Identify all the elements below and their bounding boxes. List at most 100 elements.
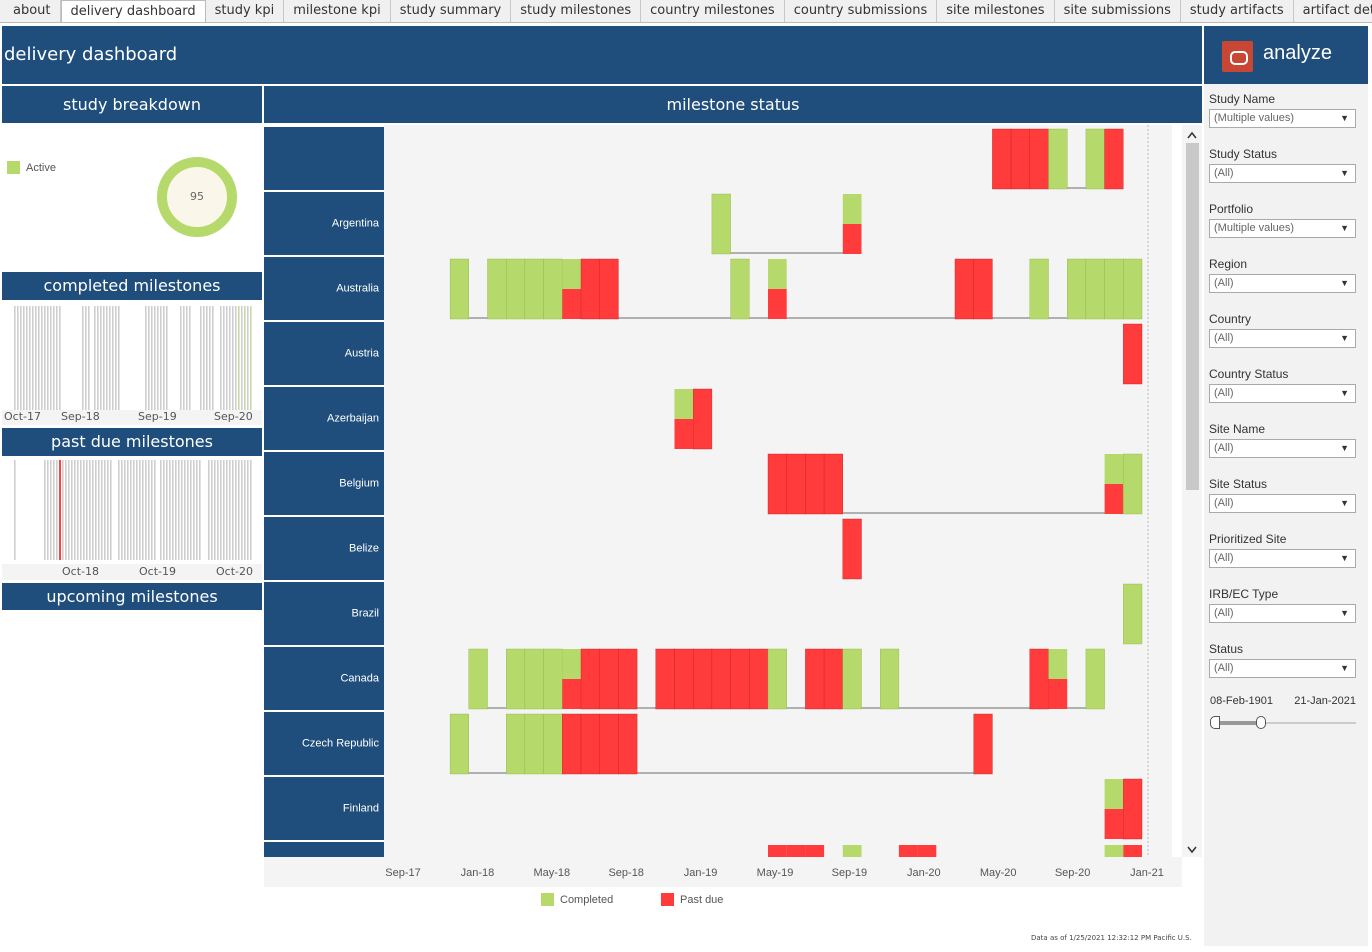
completed-bar[interactable] (1104, 258, 1124, 320)
country-row-header[interactable] (264, 842, 384, 857)
country-row-header[interactable] (264, 452, 384, 515)
country-row-header[interactable] (264, 387, 384, 450)
past-due-milestones-chart[interactable] (2, 456, 262, 580)
completed-bar[interactable] (1085, 648, 1105, 710)
past-due-bar[interactable] (1104, 128, 1124, 190)
tab-site-submissions[interactable]: site submissions (1055, 0, 1181, 22)
tab-site-milestones[interactable]: site milestones (937, 0, 1055, 22)
past-due-bar[interactable] (823, 648, 843, 710)
filter-dropdown[interactable]: (All) ▼ (1209, 439, 1356, 458)
completed-bar[interactable] (524, 713, 544, 775)
past-due-bar[interactable] (580, 713, 600, 775)
completed-bar[interactable] (1085, 258, 1105, 320)
country-row-header[interactable] (264, 322, 384, 385)
tab-study-milestones[interactable]: study milestones (511, 0, 642, 22)
past-due-bar[interactable] (786, 453, 806, 515)
past-due-bar[interactable] (954, 258, 974, 320)
country-row-header[interactable] (264, 712, 384, 775)
past-due-bar[interactable] (1048, 679, 1068, 709)
filter-dropdown[interactable]: (All) ▼ (1209, 274, 1356, 293)
tab-delivery-dashboard[interactable]: delivery dashboard (60, 0, 206, 22)
completed-bar[interactable] (1104, 845, 1124, 857)
past-due-bar[interactable] (599, 258, 619, 320)
filter-dropdown[interactable]: (Multiple values) ▼ (1209, 109, 1356, 128)
past-due-bar[interactable] (693, 648, 713, 710)
country-row-header[interactable] (264, 582, 384, 645)
past-due-bar[interactable] (768, 289, 787, 319)
past-due-bar[interactable] (823, 453, 843, 515)
completed-milestones-chart[interactable] (2, 300, 262, 425)
country-row-header[interactable] (264, 257, 384, 320)
completed-bar[interactable] (505, 713, 526, 775)
completed-bar[interactable] (1123, 583, 1143, 645)
completed-bar[interactable] (1029, 258, 1049, 320)
filter-dropdown[interactable]: (All) ▼ (1209, 384, 1356, 403)
past-due-bar[interactable] (599, 648, 619, 710)
past-due-bar[interactable] (973, 258, 993, 320)
past-due-bar[interactable] (711, 648, 731, 710)
past-due-bar[interactable] (973, 713, 993, 775)
milestone-status-svg[interactable]: Argentina Australia Austria Azerbaijan Belgi… (264, 125, 1202, 887)
completed-bar[interactable] (1067, 258, 1087, 320)
completed-bar[interactable] (524, 648, 544, 710)
completed-bar[interactable] (543, 713, 563, 775)
past-due-bar[interactable] (1029, 648, 1049, 710)
filter-dropdown[interactable]: (All) ▼ (1209, 329, 1356, 348)
completed-bar[interactable] (449, 713, 470, 775)
filter-dropdown[interactable]: (All) ▼ (1209, 549, 1356, 568)
past-due-bar[interactable] (842, 224, 862, 254)
tab-country-submissions[interactable]: country submissions (785, 0, 938, 22)
country-row-header[interactable] (264, 647, 384, 710)
past-due-bar[interactable] (768, 845, 787, 857)
completed-bar[interactable] (562, 259, 581, 289)
slider-handle-end[interactable] (1256, 716, 1266, 729)
past-due-bar[interactable] (1104, 484, 1124, 514)
scroll-down-icon[interactable] (1187, 846, 1197, 854)
completed-bar[interactable] (524, 258, 544, 320)
study-donut[interactable] (2, 124, 262, 270)
completed-bar[interactable] (505, 258, 526, 320)
country-row-header[interactable] (264, 192, 384, 255)
completed-bar[interactable] (562, 649, 581, 679)
chart-legend-completed[interactable]: Completed (541, 893, 613, 906)
past-due-bar[interactable] (749, 648, 769, 710)
completed-bar[interactable] (1048, 128, 1068, 190)
past-due-bar[interactable] (562, 713, 582, 775)
scroll-up-icon[interactable] (1187, 131, 1197, 139)
past-due-bar[interactable] (1123, 778, 1143, 840)
past-due-bar[interactable] (655, 648, 675, 710)
country-row-header[interactable] (264, 777, 384, 840)
past-due-bar[interactable] (580, 648, 600, 710)
date-range-slider[interactable] (1210, 716, 1356, 729)
scrollbar-thumb[interactable] (1186, 143, 1199, 490)
past-due-bar[interactable] (786, 845, 806, 857)
past-due-bar[interactable] (1029, 128, 1049, 190)
completed-bar[interactable] (449, 258, 470, 320)
tab-milestone-kpi[interactable]: milestone kpi (284, 0, 391, 22)
tab-study-summary[interactable]: study summary (391, 0, 512, 22)
past-due-bar[interactable] (805, 648, 825, 710)
completed-bar[interactable] (1123, 258, 1143, 320)
country-row-header[interactable] (264, 517, 384, 580)
past-due-bar[interactable] (898, 845, 918, 857)
past-due-bar[interactable] (693, 388, 713, 450)
past-due-bar[interactable] (805, 453, 825, 515)
filter-dropdown[interactable]: (All) ▼ (1209, 164, 1356, 183)
filter-dropdown[interactable]: (Multiple values) ▼ (1209, 219, 1356, 238)
study-breakdown-legend[interactable]: Active (7, 161, 56, 174)
completed-bar[interactable] (505, 648, 526, 710)
completed-bar[interactable] (842, 194, 862, 224)
past-due-bar[interactable] (674, 419, 694, 449)
past-due-bar[interactable] (562, 679, 581, 709)
filter-dropdown[interactable]: (All) ▼ (1209, 494, 1356, 513)
past-due-bar[interactable] (562, 289, 581, 319)
past-due-bar[interactable] (618, 713, 638, 775)
tab-artifact-detail[interactable]: artifact detail (1294, 0, 1372, 22)
past-due-bar[interactable] (767, 453, 787, 515)
chart-legend-past-due[interactable]: Past due (661, 893, 723, 906)
completed-bar[interactable] (730, 258, 750, 320)
filter-dropdown[interactable]: (All) ▼ (1209, 604, 1356, 623)
past-due-bar[interactable] (674, 648, 694, 710)
completed-bar[interactable] (468, 648, 488, 710)
filter-dropdown[interactable]: (All) ▼ (1209, 659, 1356, 678)
